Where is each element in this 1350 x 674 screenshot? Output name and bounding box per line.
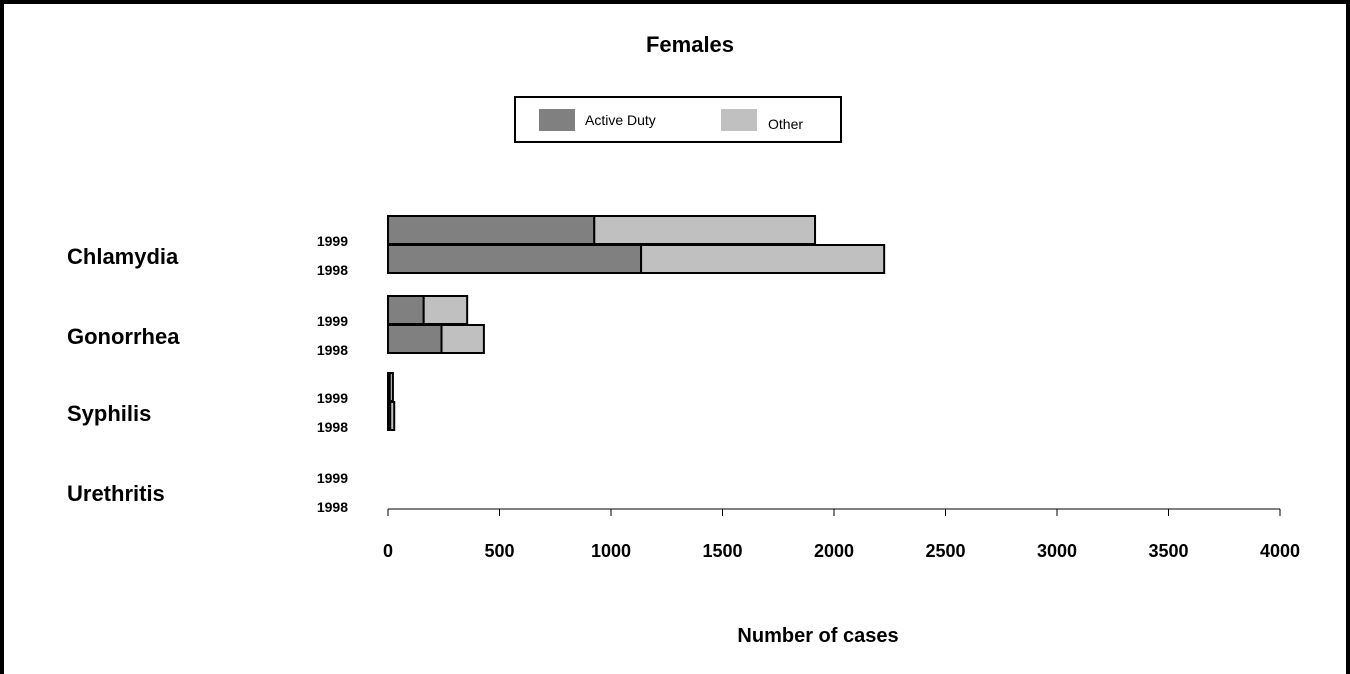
- x-tick-label: 3000: [1037, 541, 1077, 561]
- x-tick-label: 500: [484, 541, 514, 561]
- bar-chlamydia-1999-other: [593, 215, 817, 245]
- year-label-gonorrhea-1998: 1998: [317, 342, 348, 358]
- chart-title: Females: [646, 32, 734, 57]
- x-tick-label: 2500: [925, 541, 965, 561]
- year-label-urethritis-1999: 1999: [317, 470, 348, 486]
- bar-gonorrhea-1999-other: [422, 295, 469, 325]
- legend-label-other: Other: [768, 116, 803, 132]
- legend: Active Duty Other: [514, 96, 842, 143]
- year-label-chlamydia-1999: 1999: [317, 233, 348, 249]
- bar-syphilis-1999-other: [388, 372, 394, 402]
- x-tick-label: 2000: [814, 541, 854, 561]
- x-tick-label: 0: [383, 541, 393, 561]
- year-label-chlamydia-1998: 1998: [317, 262, 348, 278]
- bar-gonorrhea-1999-active-duty: [387, 295, 425, 325]
- category-label-syphilis: Syphilis: [67, 401, 151, 426]
- x-tick-label: 3500: [1148, 541, 1188, 561]
- year-label-gonorrhea-1999: 1999: [317, 313, 348, 329]
- bar-syphilis-1998-other: [389, 401, 396, 431]
- category-label-urethritis: Urethritis: [67, 481, 165, 506]
- bar-chlamydia-1999-active-duty: [387, 215, 596, 245]
- x-tick-label: 1500: [702, 541, 742, 561]
- year-label-urethritis-1998: 1998: [317, 499, 348, 515]
- legend-swatch-active-duty: [539, 109, 575, 131]
- x-axis-title: Number of cases: [737, 625, 898, 647]
- legend-label-active-duty: Active Duty: [585, 112, 656, 128]
- year-label-syphilis-1999: 1999: [317, 390, 348, 406]
- x-tick-label: 1000: [591, 541, 631, 561]
- bar-gonorrhea-1998-other: [440, 324, 485, 354]
- legend-box: [514, 96, 842, 143]
- legend-swatch-other: [721, 109, 757, 131]
- bar-chlamydia-1998-other: [640, 244, 886, 274]
- category-label-gonorrhea: Gonorrhea: [67, 324, 180, 349]
- year-label-syphilis-1998: 1998: [317, 419, 348, 435]
- bar-gonorrhea-1998-active-duty: [387, 324, 443, 354]
- plot-area: 0 500 1000 1500 2000 2500 3000 3500 4000 Chlamydi…: [67, 215, 1300, 561]
- bar-chlamydia-1998-active-duty: [387, 244, 643, 274]
- category-label-chlamydia: Chlamydia: [67, 244, 179, 269]
- x-tick-label: 4000: [1260, 541, 1300, 561]
